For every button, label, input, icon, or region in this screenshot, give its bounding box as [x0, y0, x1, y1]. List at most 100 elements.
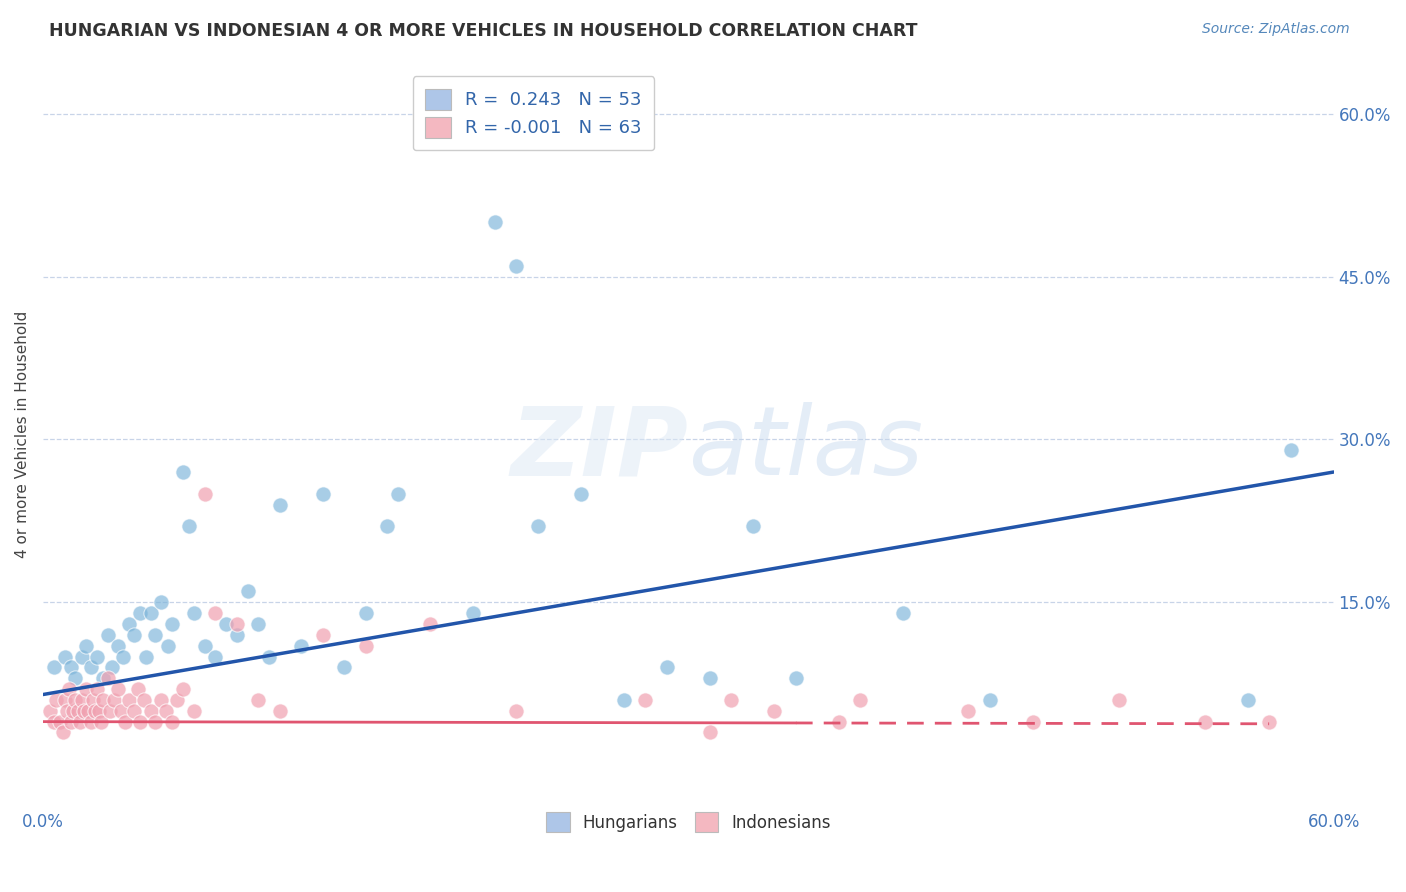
- Point: [183, 606, 205, 620]
- Point: [143, 628, 166, 642]
- Point: [419, 616, 441, 631]
- Point: [484, 215, 506, 229]
- Text: ZIP: ZIP: [510, 402, 689, 495]
- Text: Source: ZipAtlas.com: Source: ZipAtlas.com: [1202, 22, 1350, 37]
- Point: [1108, 693, 1130, 707]
- Point: [463, 606, 485, 620]
- Point: [699, 671, 721, 685]
- Point: [215, 616, 238, 631]
- Point: [65, 671, 87, 685]
- Point: [375, 519, 398, 533]
- Point: [97, 628, 120, 642]
- Point: [114, 714, 136, 729]
- Point: [75, 681, 97, 696]
- Point: [247, 693, 270, 707]
- Point: [56, 704, 79, 718]
- Point: [150, 693, 173, 707]
- Point: [1258, 714, 1281, 729]
- Point: [42, 714, 65, 729]
- Point: [77, 704, 100, 718]
- Point: [139, 704, 162, 718]
- Point: [1236, 693, 1258, 707]
- Point: [93, 671, 115, 685]
- Point: [166, 693, 188, 707]
- Point: [505, 259, 527, 273]
- Point: [87, 704, 110, 718]
- Point: [655, 660, 678, 674]
- Point: [172, 681, 194, 696]
- Point: [225, 628, 247, 642]
- Point: [1279, 443, 1302, 458]
- Point: [45, 693, 67, 707]
- Point: [60, 660, 83, 674]
- Point: [107, 639, 129, 653]
- Point: [183, 704, 205, 718]
- Point: [134, 693, 156, 707]
- Point: [101, 660, 124, 674]
- Point: [150, 595, 173, 609]
- Point: [70, 693, 93, 707]
- Point: [1194, 714, 1216, 729]
- Point: [763, 704, 786, 718]
- Point: [155, 704, 177, 718]
- Point: [93, 693, 115, 707]
- Point: [86, 681, 108, 696]
- Point: [111, 649, 134, 664]
- Point: [69, 714, 91, 729]
- Point: [333, 660, 356, 674]
- Point: [156, 639, 179, 653]
- Point: [527, 519, 550, 533]
- Point: [613, 693, 636, 707]
- Point: [70, 649, 93, 664]
- Point: [73, 704, 96, 718]
- Point: [269, 498, 291, 512]
- Point: [60, 714, 83, 729]
- Y-axis label: 4 or more Vehicles in Household: 4 or more Vehicles in Household: [15, 310, 30, 558]
- Point: [505, 704, 527, 718]
- Point: [42, 660, 65, 674]
- Point: [38, 704, 60, 718]
- Point: [139, 606, 162, 620]
- Point: [122, 628, 145, 642]
- Point: [172, 465, 194, 479]
- Point: [828, 714, 851, 729]
- Point: [699, 725, 721, 739]
- Point: [53, 693, 76, 707]
- Point: [720, 693, 742, 707]
- Point: [82, 693, 104, 707]
- Point: [257, 649, 280, 664]
- Point: [634, 693, 657, 707]
- Point: [354, 639, 377, 653]
- Point: [849, 693, 872, 707]
- Point: [122, 704, 145, 718]
- Point: [75, 639, 97, 653]
- Text: atlas: atlas: [689, 402, 924, 495]
- Point: [312, 486, 335, 500]
- Point: [742, 519, 765, 533]
- Point: [83, 704, 105, 718]
- Point: [785, 671, 807, 685]
- Point: [225, 616, 247, 631]
- Point: [118, 616, 141, 631]
- Point: [97, 671, 120, 685]
- Point: [193, 486, 215, 500]
- Point: [98, 704, 121, 718]
- Point: [354, 606, 377, 620]
- Point: [53, 649, 76, 664]
- Point: [103, 693, 125, 707]
- Point: [129, 606, 152, 620]
- Point: [1021, 714, 1043, 729]
- Point: [129, 714, 152, 729]
- Point: [79, 714, 101, 729]
- Point: [62, 704, 84, 718]
- Point: [290, 639, 312, 653]
- Point: [110, 704, 132, 718]
- Point: [127, 681, 149, 696]
- Point: [49, 714, 72, 729]
- Point: [135, 649, 157, 664]
- Point: [162, 616, 184, 631]
- Text: HUNGARIAN VS INDONESIAN 4 OR MORE VEHICLES IN HOUSEHOLD CORRELATION CHART: HUNGARIAN VS INDONESIAN 4 OR MORE VEHICL…: [49, 22, 918, 40]
- Point: [118, 693, 141, 707]
- Point: [65, 693, 87, 707]
- Point: [90, 714, 112, 729]
